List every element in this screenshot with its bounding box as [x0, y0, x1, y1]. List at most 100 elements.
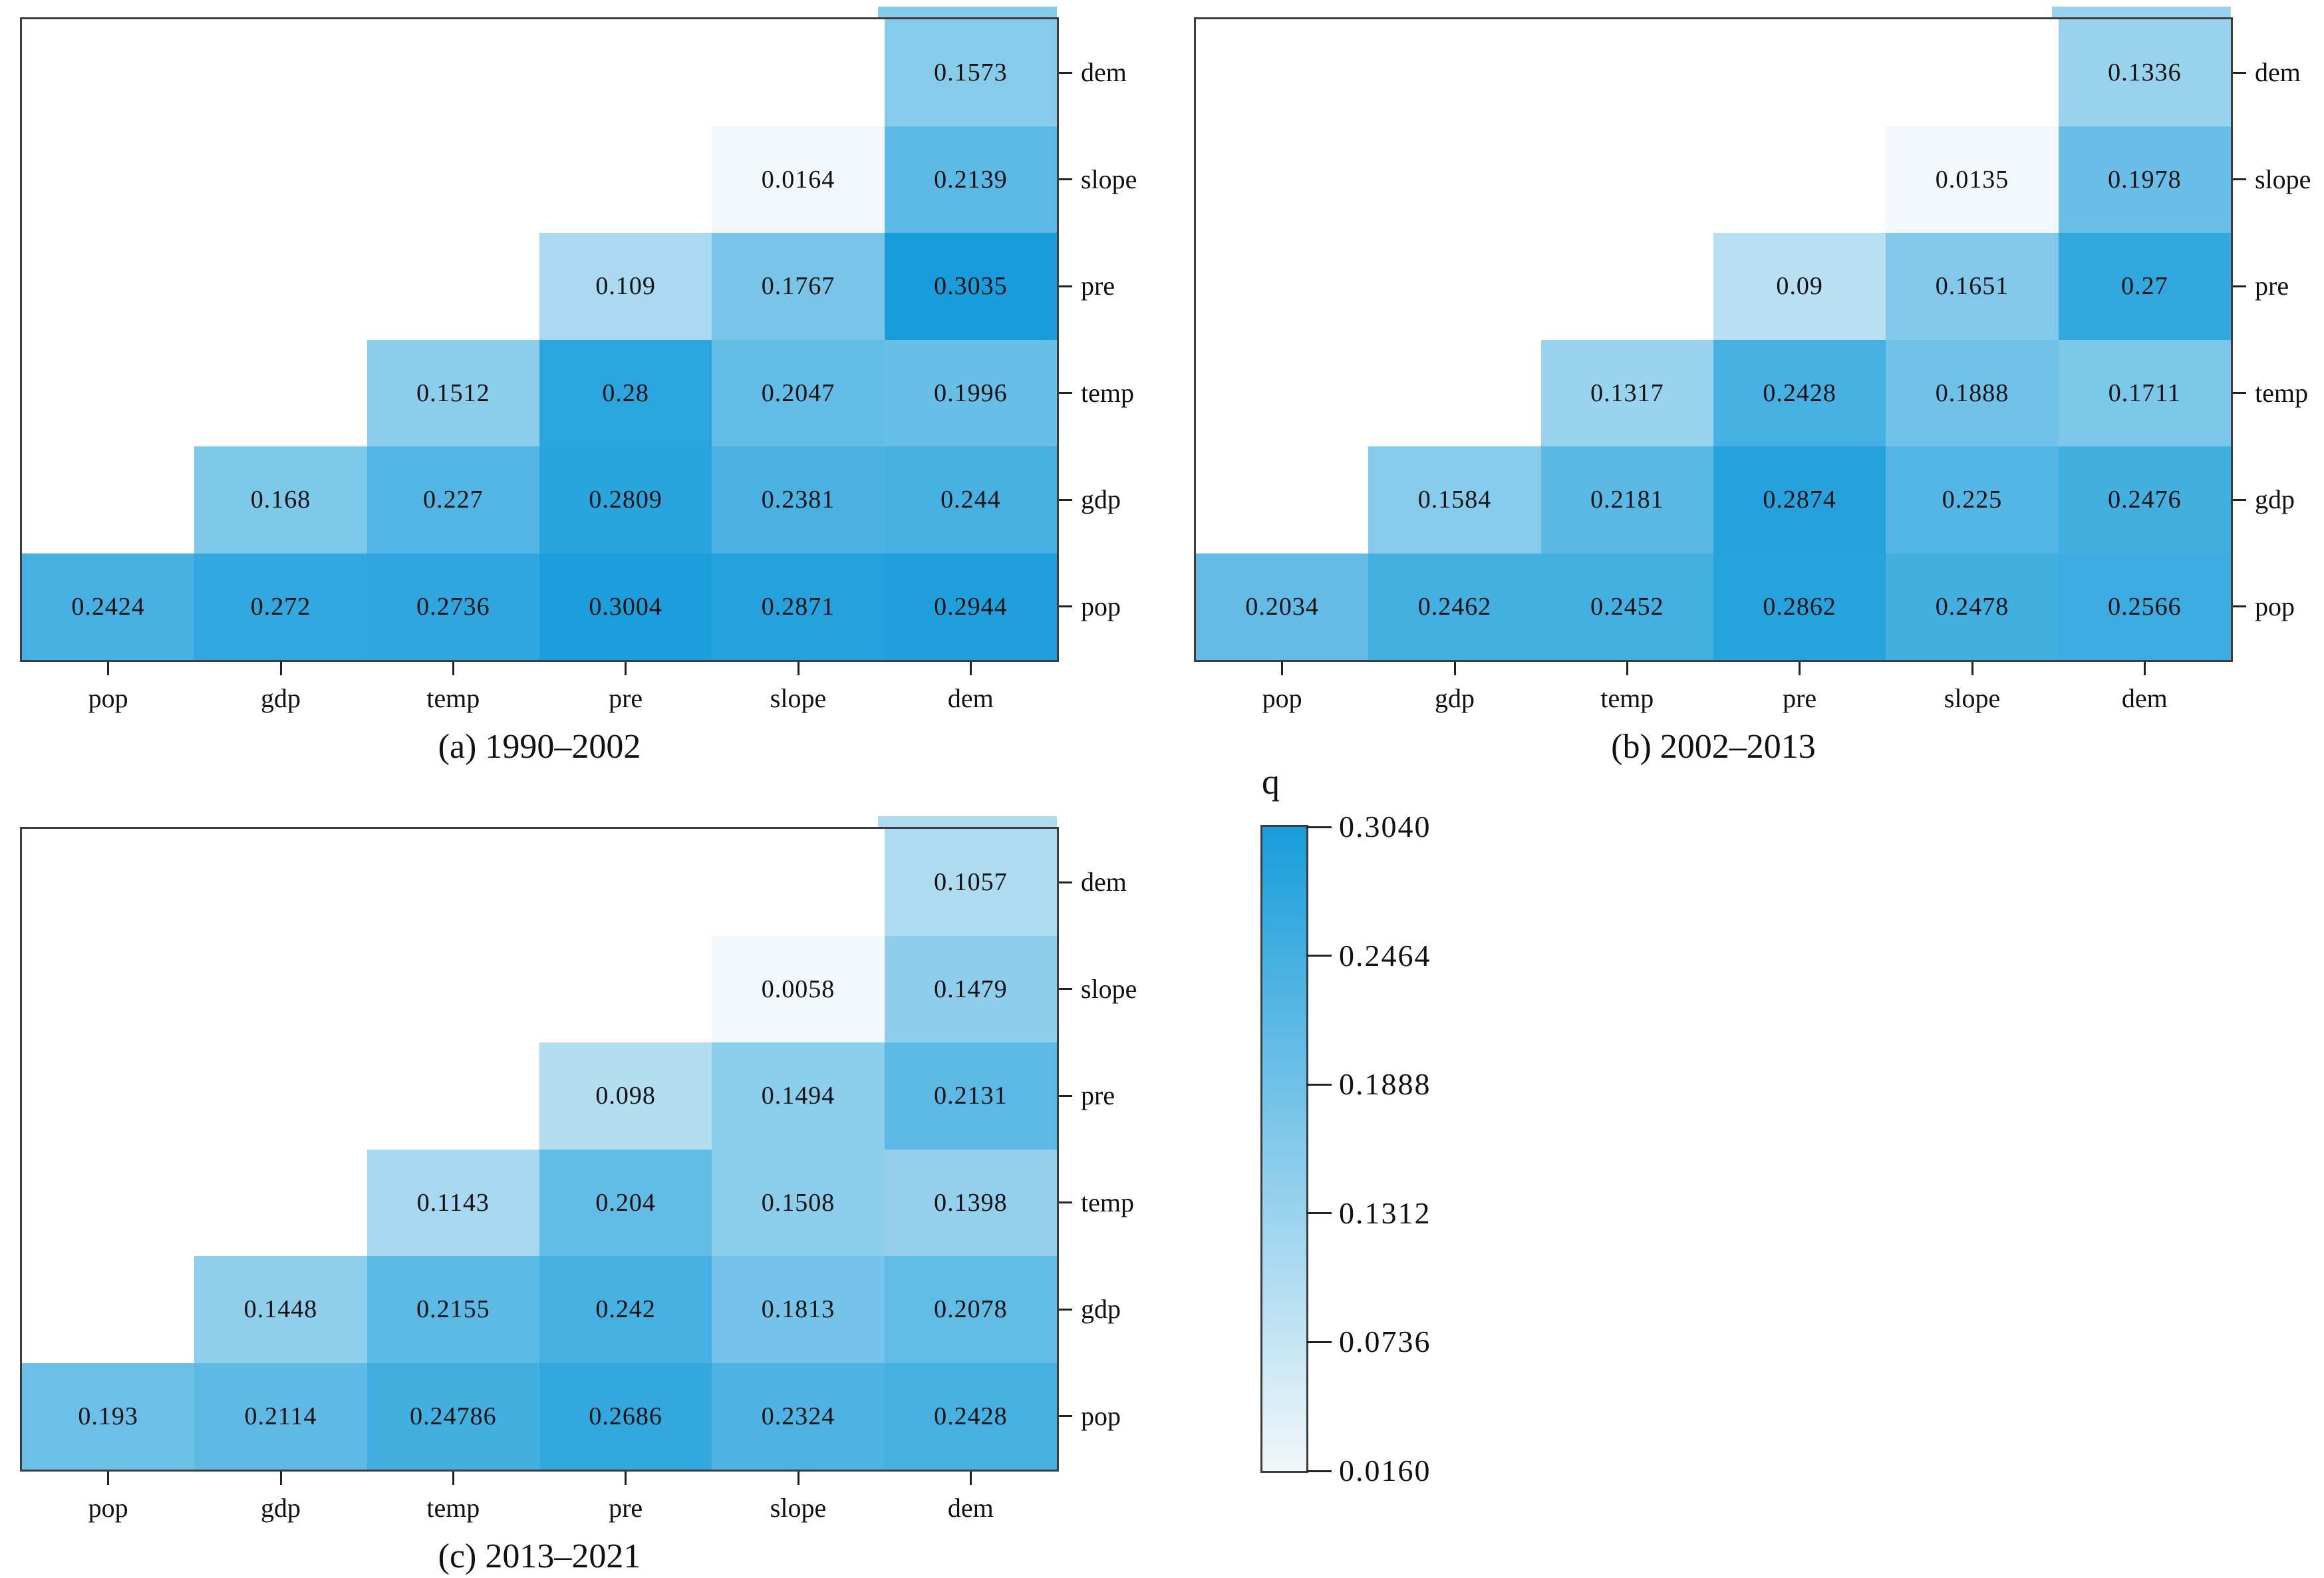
- heatmap-cell: 0.2034: [1196, 553, 1369, 660]
- heatmap-cell: 0.168: [194, 446, 367, 553]
- x-axis-label: temp: [1600, 683, 1654, 713]
- x-axis-tick: [1626, 662, 1628, 675]
- heatmap-cell: 0.3004: [539, 553, 712, 660]
- colorbar-tick-label: 0.1312: [1339, 1195, 1431, 1230]
- x-axis-label: temp: [426, 1493, 480, 1523]
- heatmap-cell: 0.1711: [2058, 339, 2231, 446]
- heatmap-panel-a: 0.1573 0.0164 0.2139 0.109 0.1767 0.3035 0.151…: [20, 7, 1137, 766]
- y-axis-label: dem: [1081, 57, 1127, 88]
- x-axis-label: pop: [1262, 683, 1302, 713]
- heatmap-cell: 0.0058: [712, 935, 885, 1042]
- heatmap-cell: 0.1767: [712, 233, 885, 340]
- panel-caption: (a) 1990–2002: [438, 728, 641, 766]
- heatmap-cell: 0.2139: [884, 126, 1057, 233]
- y-axis-tick: [2233, 71, 2246, 74]
- heatmap-cell: 0.1317: [1540, 339, 1713, 446]
- heatmap-cell: 0.1398: [884, 1149, 1057, 1256]
- heatmap-cell: 0.2428: [884, 1362, 1057, 1470]
- x-axis-tick: [969, 1472, 972, 1485]
- y-axis-tick: [2233, 285, 2246, 287]
- colorbar-tick: [1306, 955, 1332, 957]
- colorbar-gradient: [1260, 825, 1308, 1473]
- x-axis-tick: [1453, 662, 1456, 675]
- x-axis-label: pre: [609, 1493, 643, 1523]
- heatmap-cell: 0.1494: [712, 1042, 885, 1150]
- heatmap-cell: 0.2181: [1540, 446, 1713, 553]
- y-axis-tick: [1059, 498, 1072, 501]
- x-axis-tick: [1281, 662, 1284, 675]
- y-axis-label: pop: [1081, 1400, 1121, 1431]
- heatmap-cell: 0.2452: [1540, 553, 1713, 660]
- y-axis-tick: [2233, 498, 2246, 501]
- heatmap-cell: 0.2424: [22, 553, 195, 660]
- y-axis-label: dem: [1081, 867, 1127, 897]
- x-axis-label: pop: [88, 683, 128, 713]
- heatmap-cell: 0.2428: [1713, 339, 1886, 446]
- heatmap-cell: 0.2566: [2058, 553, 2231, 660]
- heatmap-cell: 0.09: [1713, 233, 1886, 340]
- heatmap-cell: 0.1336: [2058, 19, 2231, 126]
- y-axis-label: temp: [1081, 1187, 1134, 1217]
- x-axis-tick: [452, 662, 454, 675]
- heatmap-cell: 0.227: [366, 446, 539, 553]
- heatmap-cell-bleed: [877, 7, 1057, 17]
- colorbar-title: q: [1262, 762, 1280, 802]
- y-axis-tick: [1059, 285, 1072, 287]
- heatmap-cell: 0.2862: [1713, 553, 1886, 660]
- heatmap-cell: 0.2944: [884, 553, 1057, 660]
- x-axis-tick: [797, 1472, 799, 1485]
- y-axis-tick: [2233, 392, 2246, 394]
- heatmap-cell: 0.3035: [884, 233, 1057, 340]
- y-axis-label: pop: [2255, 591, 2295, 621]
- x-axis-tick: [625, 1472, 627, 1485]
- x-axis-label: gdp: [261, 683, 301, 713]
- heatmap-cell: 0.0164: [712, 126, 885, 233]
- y-axis-tick: [1059, 71, 1072, 74]
- colorbar-tick-label: 0.1888: [1339, 1067, 1431, 1102]
- heatmap-cell: 0.2155: [366, 1256, 539, 1363]
- colorbar-tick: [1306, 1212, 1332, 1215]
- heatmap-cell-bleed: [877, 816, 1057, 827]
- x-axis-tick: [625, 662, 627, 675]
- colorbar-tick: [1306, 1341, 1332, 1343]
- x-axis-tick: [107, 1472, 110, 1485]
- x-axis-tick: [107, 662, 110, 675]
- x-axis-label: slope: [1944, 683, 2001, 713]
- y-axis-tick: [1059, 988, 1072, 991]
- heatmap-cell: 0.1508: [712, 1149, 885, 1256]
- x-axis-label: gdp: [1435, 683, 1475, 713]
- heatmap-cell: 0.2476: [2058, 446, 2231, 553]
- y-axis-label: gdp: [2255, 484, 2295, 515]
- heatmap-cell: 0.27: [2058, 233, 2231, 340]
- heatmap-cell: 0.1996: [884, 339, 1057, 446]
- heatmap-cell: 0.2478: [1886, 553, 2059, 660]
- heatmap-cell: 0.0135: [1886, 126, 2059, 233]
- y-axis-label: gdp: [1081, 484, 1121, 515]
- x-axis-label: temp: [426, 683, 480, 713]
- y-axis-label: temp: [2255, 377, 2308, 408]
- heatmap-cell: 0.1651: [1886, 233, 2059, 340]
- heatmap-cell: 0.225: [1886, 446, 2059, 553]
- x-axis-tick: [452, 1472, 454, 1485]
- heatmap-cell: 0.28: [539, 339, 712, 446]
- x-axis-tick: [2143, 662, 2146, 675]
- y-axis-tick: [1059, 881, 1072, 883]
- x-axis-tick: [279, 1472, 282, 1485]
- x-axis-label: slope: [770, 1493, 827, 1523]
- x-axis-label: pop: [88, 1493, 128, 1523]
- x-axis-label: dem: [947, 1493, 994, 1523]
- heatmap-cell: 0.272: [194, 553, 367, 660]
- heatmap-cell: 0.1479: [884, 935, 1057, 1042]
- heatmap-cell: 0.1813: [712, 1256, 885, 1363]
- x-axis-tick: [797, 662, 799, 675]
- y-axis-label: slope: [1081, 973, 1137, 1004]
- heatmap-cell: 0.193: [22, 1362, 195, 1470]
- panel-caption: (c) 2013–2021: [438, 1537, 641, 1575]
- heatmap-cell: 0.1143: [366, 1149, 539, 1256]
- y-axis-label: pre: [2255, 271, 2289, 301]
- y-axis-label: gdp: [1081, 1294, 1121, 1325]
- heatmap-cell: 0.2809: [539, 446, 712, 553]
- heatmap-cell: 0.2131: [884, 1042, 1057, 1150]
- heatmap-cell: 0.2874: [1713, 446, 1886, 553]
- y-axis-tick: [1059, 1094, 1072, 1097]
